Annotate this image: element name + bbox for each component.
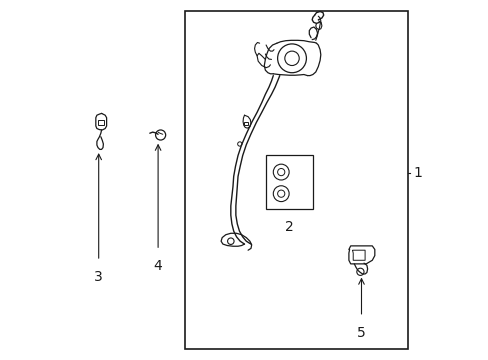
Bar: [265, 155, 312, 209]
Text: 1: 1: [413, 166, 422, 180]
Bar: [185, 11, 407, 349]
Circle shape: [227, 238, 234, 244]
Circle shape: [284, 51, 299, 66]
Bar: [98, 120, 103, 125]
Text: 4: 4: [153, 259, 162, 273]
Text: 3: 3: [94, 270, 103, 284]
Text: 2: 2: [285, 220, 293, 234]
Circle shape: [277, 44, 306, 73]
Bar: [244, 122, 248, 125]
Text: 5: 5: [356, 326, 365, 340]
